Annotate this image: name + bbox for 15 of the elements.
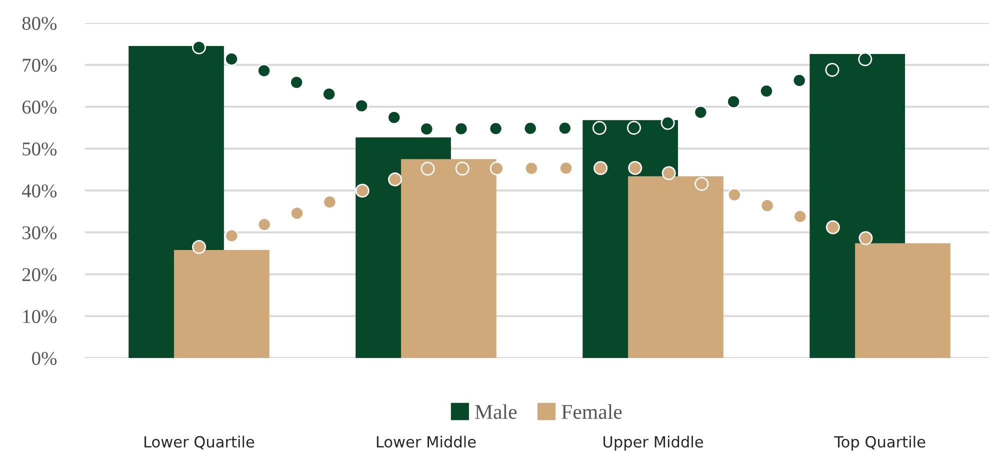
x-tick-label: Top Quartile xyxy=(834,436,926,451)
y-tick-label: 20% xyxy=(22,268,57,282)
y-tick-label: 50% xyxy=(22,142,57,156)
x-tick-label: Lower Quartile xyxy=(144,436,254,450)
legend-label: Male xyxy=(475,404,517,419)
y-tick-label: 30% xyxy=(22,226,57,240)
y-tick-label: 40% xyxy=(22,184,57,198)
y-tick-label: 10% xyxy=(23,310,57,324)
legend-label: Female xyxy=(562,404,622,419)
y-tick-label: 80% xyxy=(22,16,57,30)
x-tick-label: Upper Middle xyxy=(604,436,703,451)
x-tick-label: Lower Middle xyxy=(376,436,476,448)
y-tick-label: 0% xyxy=(32,352,57,365)
y-tick-label: 60% xyxy=(22,100,57,114)
y-tick-label: 70% xyxy=(22,58,57,72)
